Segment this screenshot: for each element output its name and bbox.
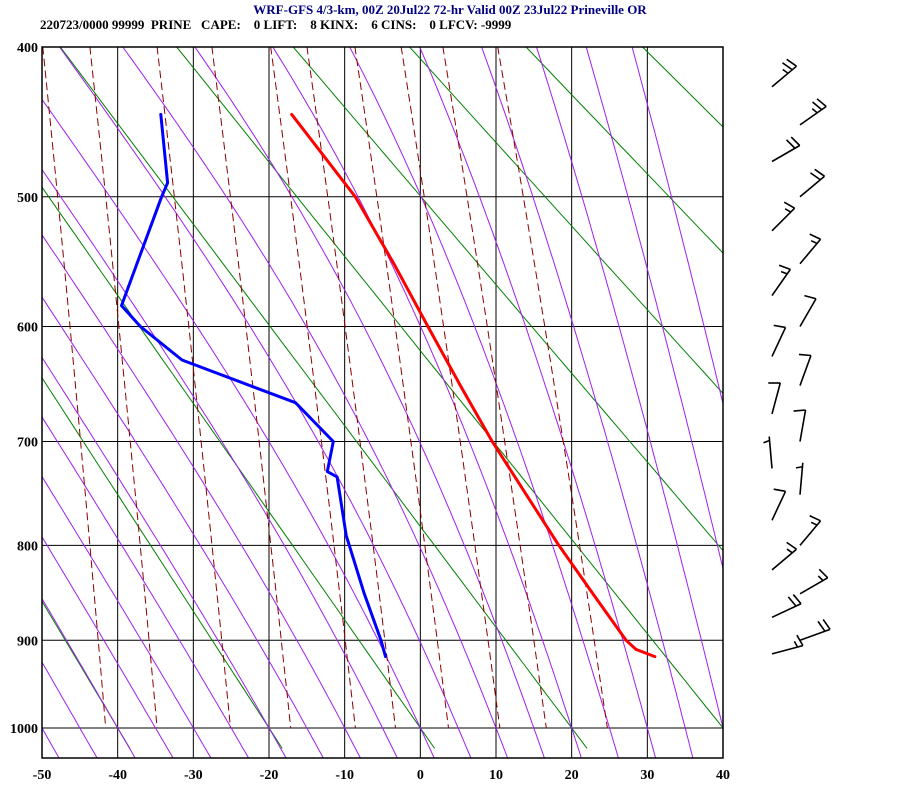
wind-barb (799, 98, 827, 126)
temp-tick-label: -20 (260, 768, 279, 783)
wind-barb (799, 233, 822, 265)
chart-title: WRF-GFS 4/3-km, 00Z 20Jul22 72-hr Valid … (253, 2, 647, 17)
wind-barb (799, 294, 817, 327)
mixing-ratio-lines (42, 47, 608, 729)
wind-barb (799, 168, 826, 198)
pressure-tick-label: 700 (17, 436, 38, 451)
temp-tick-label: 10 (489, 768, 503, 783)
temp-tick-label: 30 (640, 768, 654, 783)
pressure-tick-label: 500 (17, 191, 38, 206)
wind-barb (793, 409, 807, 442)
temp-tick-label: 0 (417, 768, 424, 783)
wind-barb (771, 324, 787, 357)
temp-tick-label: 20 (565, 768, 579, 783)
pressure-tick-label: 400 (17, 41, 38, 56)
wind-barb (763, 436, 773, 469)
wind-barb (771, 136, 801, 163)
temp-tick-label: -40 (108, 768, 127, 783)
wind-barb (798, 353, 812, 386)
temperature-curve (290, 112, 657, 659)
wind-barb (799, 568, 829, 595)
wind-barb (799, 619, 831, 642)
thermo-background (42, 47, 723, 758)
wind-barbs (763, 58, 831, 655)
temp-tick-label: -10 (335, 768, 354, 783)
wind-barb (771, 634, 804, 655)
temp-tick-label: -50 (33, 768, 52, 783)
wind-barb (771, 594, 802, 619)
temp-tick-label: 40 (716, 768, 730, 783)
pressure-tick-label: 900 (17, 634, 38, 649)
wind-barb (771, 488, 787, 521)
axis-labels: 400 500 600 700 800 900 1000 -50 -40 -30 -20 -10 0 10… (10, 41, 730, 783)
pressure-tick-label: 600 (17, 320, 38, 335)
wind-barb (799, 515, 822, 546)
wind-barb (771, 264, 792, 297)
temp-tick-label: -30 (184, 768, 203, 783)
wind-barb (795, 462, 804, 495)
sounding-profiles (120, 112, 657, 659)
pressure-tick-label: 1000 (10, 722, 38, 737)
moist-adiabats (42, 47, 723, 758)
dry-adiabats (42, 47, 723, 749)
dewpoint-curve (120, 112, 387, 659)
wind-barb (771, 541, 798, 571)
wind-barb (771, 201, 796, 232)
station-indices-line: 220723/0000 99999 PRINE CAPE: 0 LIFT: 8 … (40, 17, 512, 32)
wind-barb (768, 382, 782, 415)
plot-frame (41, 46, 724, 759)
wind-barb (771, 58, 798, 88)
pressure-tick-label: 800 (17, 539, 38, 554)
